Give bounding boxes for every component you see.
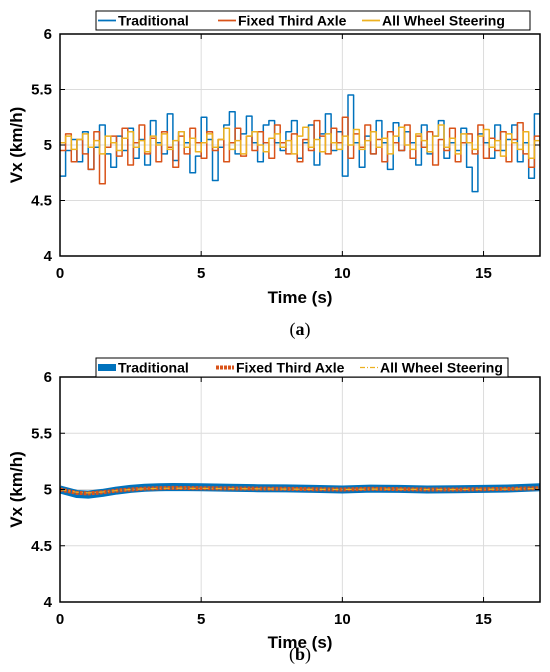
x-tick-label: 5 (197, 265, 205, 282)
figure-caption: (a) (290, 319, 311, 340)
series-group (60, 483, 540, 499)
y-tick-label: 6 (44, 26, 52, 43)
series-group (60, 94, 540, 193)
y-tick-label: 4.5 (31, 193, 52, 210)
y-tick-label: 5.5 (31, 82, 52, 99)
x-tick-label: 0 (56, 265, 64, 282)
legend: Traditional Fixed Third Axle All Wheel Ste… (95, 357, 509, 378)
series-line-all-wheel-steering (60, 124, 540, 160)
legend-label: All Wheel Steering (382, 13, 505, 29)
legend-label: Traditional (118, 13, 189, 29)
y-tick-label: 4.5 (31, 538, 52, 555)
caption-letter: a (296, 319, 305, 339)
legend-label: Fixed Third Axle (236, 360, 345, 376)
caption-open: ( (289, 644, 295, 665)
x-tick-label: 0 (56, 611, 64, 628)
y-axis-label: Vx (km/h) (7, 107, 26, 184)
caption-close: ) (305, 644, 311, 665)
chart-b: 0 5 10 15 4 4.5 5 5.5 6 Time (s) Vx (km/h) Traditio… (7, 357, 541, 665)
legend-box (95, 357, 509, 378)
x-tick-label: 10 (334, 611, 351, 628)
legend-label: Fixed Third Axle (238, 13, 347, 29)
x-axis-label: Time (s) (268, 288, 333, 307)
legend-label: All Wheel Steering (380, 360, 503, 376)
series-line-all-wheel-steering (60, 487, 540, 494)
legend: Traditional Fixed Third Axle All Wheel Ste… (95, 10, 531, 31)
y-tick-label: 5.5 (31, 425, 52, 442)
y-axis-label: Vx (km/h) (7, 451, 26, 528)
x-tick-label: 15 (475, 611, 492, 628)
x-tick-label: 10 (334, 265, 351, 282)
legend-box (95, 10, 531, 31)
figure-caption: (b) (289, 644, 311, 665)
y-tick-label: 5 (44, 482, 52, 499)
caption-close: ) (305, 319, 311, 340)
x-axis-label: Time (s) (268, 633, 333, 652)
chart-a: 0 5 10 15 4 4.5 5 5.5 6 Time (s) Vx (km/h) Traditio… (7, 10, 541, 340)
caption-open: ( (290, 319, 296, 340)
x-tick-label: 5 (197, 611, 205, 628)
y-tick-label: 4 (44, 594, 53, 611)
x-tick-label: 15 (475, 265, 492, 282)
y-tick-label: 4 (44, 248, 53, 265)
legend-label: Traditional (118, 360, 189, 376)
y-tick-label: 6 (44, 369, 52, 386)
y-tick-label: 5 (44, 137, 52, 154)
caption-letter: b (295, 644, 305, 664)
